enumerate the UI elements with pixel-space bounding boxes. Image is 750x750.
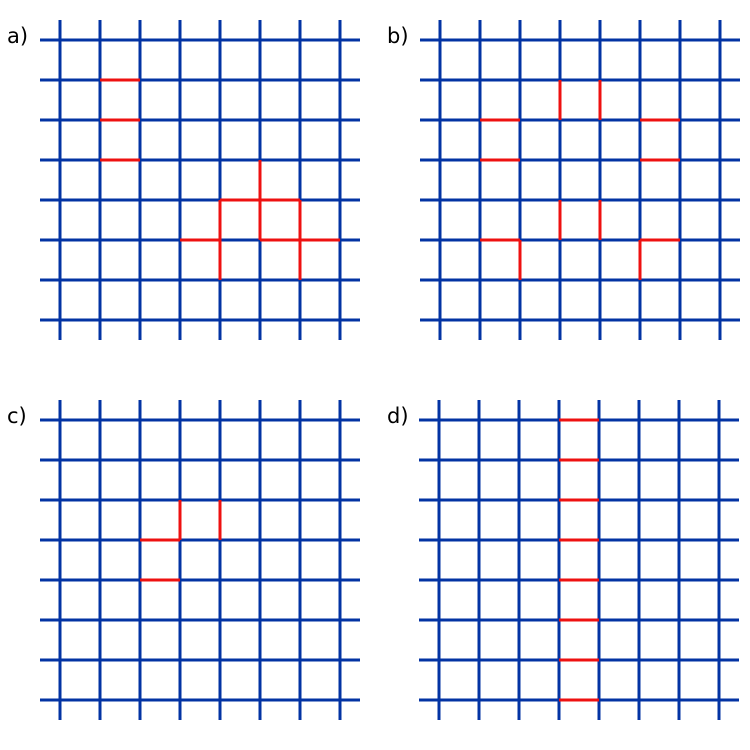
panel-label: d)	[387, 404, 409, 428]
panel-b: b)	[387, 20, 740, 340]
panel-c: c)	[7, 400, 360, 720]
panel-label: b)	[387, 24, 409, 48]
panel-a: a)	[7, 20, 360, 340]
panel-label: a)	[7, 24, 28, 48]
panel-d: d)	[387, 400, 739, 720]
panel-label: c)	[7, 404, 27, 428]
